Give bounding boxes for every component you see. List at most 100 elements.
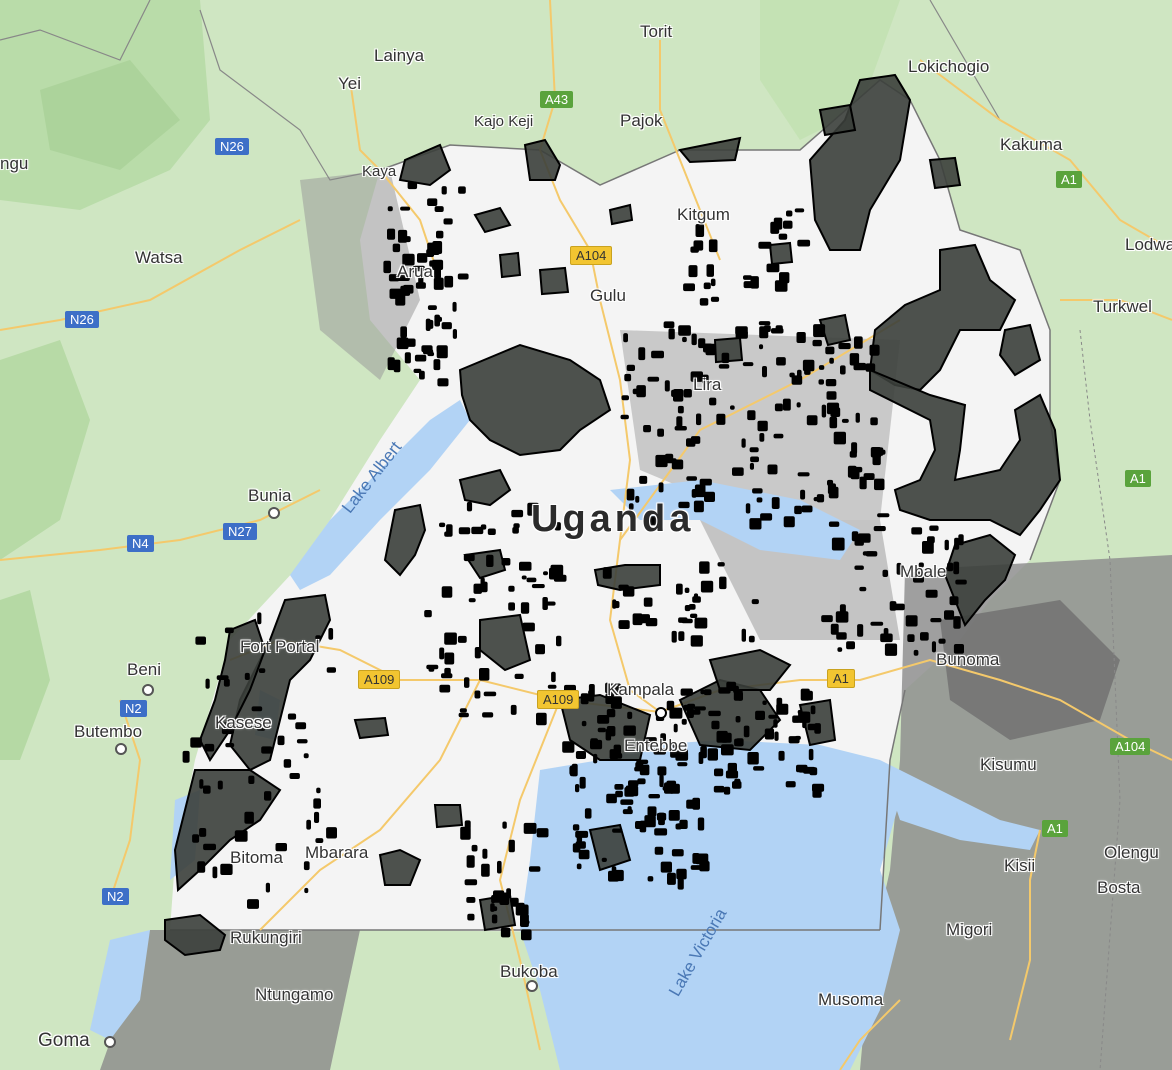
settlement-polygon <box>664 380 670 392</box>
settlement-polygon <box>554 522 561 531</box>
settlement-polygon <box>708 239 718 253</box>
settlement-polygon <box>742 362 754 367</box>
settlement-polygon <box>657 766 667 776</box>
settlement-polygon <box>949 596 959 606</box>
place-bunia: Bunia <box>248 486 292 505</box>
settlement-polygon <box>810 705 816 715</box>
settlement-polygon <box>690 371 703 382</box>
place-beni: Beni <box>127 660 162 679</box>
settlement-polygon <box>753 766 765 771</box>
settlement-polygon <box>658 482 664 493</box>
settlement-polygon <box>671 630 677 643</box>
settlement-polygon <box>681 618 693 624</box>
settlement-polygon <box>513 523 520 529</box>
city-dot-butembo <box>115 743 127 755</box>
settlement-polygon <box>436 230 444 239</box>
settlement-polygon <box>700 689 705 695</box>
settlement-polygon <box>313 798 321 809</box>
settlement-polygon <box>828 521 840 527</box>
settlement-polygon <box>798 711 811 723</box>
settlement-polygon <box>831 537 845 551</box>
settlement-polygon <box>828 486 839 499</box>
settlement-polygon <box>612 599 617 609</box>
settlement-polygon <box>511 509 524 518</box>
settlement-polygon <box>664 782 674 794</box>
settlement-polygon <box>717 562 725 567</box>
settlement-polygon <box>412 266 417 273</box>
settlement-polygon <box>836 632 847 640</box>
settlement-polygon <box>743 725 750 738</box>
settlement-polygon <box>392 243 401 253</box>
settlement-polygon <box>639 475 648 484</box>
settlement-polygon <box>645 737 657 747</box>
settlement-polygon <box>870 621 884 626</box>
settlement-polygon <box>692 853 700 864</box>
settlement-polygon <box>510 704 517 715</box>
settlement-polygon <box>612 869 624 882</box>
road-shield-a43: A43 <box>540 91 574 108</box>
settlement-polygon <box>681 718 687 725</box>
settlement-polygon <box>389 288 403 299</box>
settlement-polygon <box>523 822 537 834</box>
settlement-polygon <box>911 527 923 535</box>
place-ntungamo: Ntungamo <box>255 985 334 1004</box>
settlement-polygon <box>632 613 643 626</box>
settlement-polygon <box>659 774 664 788</box>
settlement-polygon <box>672 742 677 749</box>
settlement-polygon <box>682 336 687 343</box>
settlement-polygon <box>620 414 629 420</box>
settlement-polygon <box>468 598 476 603</box>
settlement-polygon <box>699 561 710 574</box>
settlement-polygon <box>397 274 410 281</box>
settlement-polygon <box>683 389 692 398</box>
settlement-polygon <box>491 914 498 924</box>
place-torit: Torit <box>640 22 673 41</box>
settlement-polygon <box>584 808 592 819</box>
settlement-polygon <box>575 751 586 759</box>
settlement-polygon <box>741 628 746 642</box>
settlement-polygon <box>774 280 788 292</box>
settlement-polygon <box>750 456 759 463</box>
settlement-polygon <box>579 776 586 789</box>
settlement-polygon <box>624 373 632 382</box>
settlement-polygon <box>677 878 684 890</box>
settlement-polygon <box>441 586 453 598</box>
settlement-polygon <box>515 904 529 916</box>
settlement-polygon <box>612 828 623 833</box>
road-shield-a1-kisii: A1 <box>1042 820 1068 837</box>
settlement-polygon <box>234 830 248 842</box>
settlement-polygon <box>645 618 658 627</box>
settlement-polygon <box>443 218 453 225</box>
settlement-polygon <box>651 350 664 359</box>
settlement-polygon <box>741 438 746 448</box>
settlement-polygon <box>893 603 905 611</box>
settlement-polygon <box>782 398 791 411</box>
lake-victoria-shape <box>520 740 900 1070</box>
road-shield-n26-top: N26 <box>215 138 249 155</box>
settlement-polygon <box>801 505 813 513</box>
settlement-polygon <box>556 635 562 647</box>
settlement-polygon <box>944 610 955 620</box>
settlement-polygon <box>402 338 416 347</box>
settlement-polygon <box>223 678 230 687</box>
settlement-polygon <box>699 478 712 486</box>
settlement-polygon <box>764 728 775 740</box>
settlement-polygon <box>680 688 693 696</box>
settlement-polygon <box>667 872 676 885</box>
settlement-polygon <box>947 562 954 572</box>
place-kitgum: Kitgum <box>677 205 730 224</box>
settlement-polygon <box>197 861 206 873</box>
settlement-polygon <box>508 602 515 611</box>
settlement-polygon <box>597 727 606 733</box>
settlement-polygon <box>458 186 466 194</box>
settlement-polygon <box>256 723 266 731</box>
settlement-polygon <box>758 241 772 249</box>
settlement-polygon <box>788 736 800 744</box>
settlement-polygon <box>669 707 683 719</box>
settlement-polygon <box>224 627 234 634</box>
settlement-polygon <box>244 811 254 824</box>
settlement-polygon <box>326 827 337 839</box>
place-musoma: Musoma <box>818 990 884 1009</box>
settlement-polygon <box>678 631 685 641</box>
